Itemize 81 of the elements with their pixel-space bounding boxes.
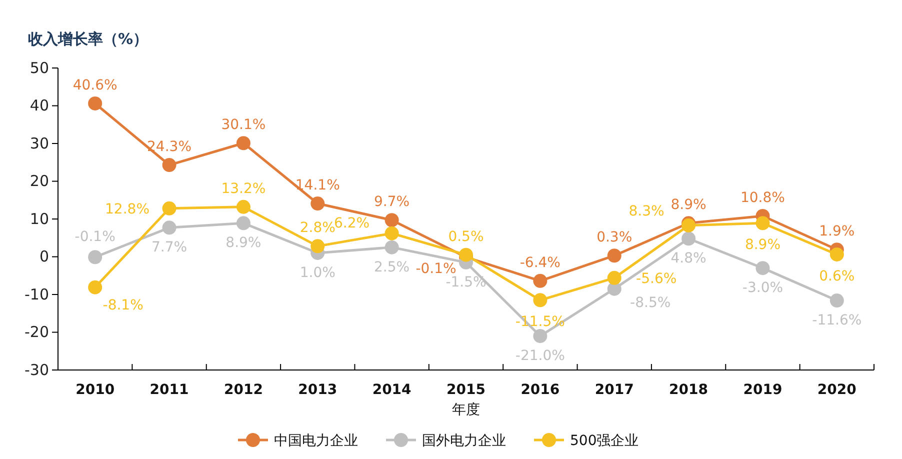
x-tick-label: 2013: [298, 382, 338, 398]
point: [162, 158, 176, 172]
legend-label: 国外电力企业: [422, 433, 506, 449]
data-label: 8.3%: [628, 203, 664, 220]
x-tick-label: 2020: [817, 382, 857, 398]
y-tick-label: 20: [30, 172, 49, 190]
y-tick-label: -30: [24, 360, 49, 379]
data-label: 0.3%: [596, 230, 632, 246]
point: [88, 250, 102, 264]
point: [682, 232, 696, 246]
point: [236, 200, 250, 214]
data-label: 8.9%: [226, 235, 262, 252]
point: [756, 216, 770, 230]
data-label: 0.5%: [448, 228, 484, 245]
y-axis-title: 收入增长率（%）: [28, 30, 148, 48]
x-tick-label: 2011: [150, 382, 189, 398]
point: [162, 201, 176, 216]
legend-label: 500强企业: [570, 433, 639, 449]
data-label: 2.8%: [300, 220, 336, 236]
data-label: 10.8%: [740, 190, 785, 206]
point: [384, 213, 399, 228]
data-label: -8.1%: [102, 297, 144, 314]
y-tick-label: 10: [30, 210, 49, 228]
data-label: -8.5%: [630, 294, 671, 311]
point: [236, 216, 250, 230]
data-label: 1.9%: [819, 224, 855, 240]
y-tick-label: 0: [39, 248, 49, 266]
legend-label: 中国电力企业: [274, 433, 358, 449]
point: [384, 226, 399, 240]
y-tick-label: -20: [24, 323, 49, 342]
point: [607, 248, 622, 263]
data-label: -5.6%: [636, 270, 677, 287]
x-tick-label: 2019: [743, 382, 782, 398]
point: [830, 247, 844, 262]
data-label: 12.8%: [105, 201, 150, 218]
y-tick-label: -10: [24, 285, 49, 304]
data-label: 14.1%: [295, 178, 340, 194]
point: [384, 240, 399, 254]
point: [310, 239, 325, 254]
data-label: 30.1%: [221, 117, 266, 134]
data-label: -6.4%: [520, 254, 560, 271]
data-label: 0.6%: [819, 268, 855, 284]
x-tick-label: 2014: [372, 382, 412, 398]
data-label: 40.6%: [72, 77, 118, 94]
x-tick-label: 2010: [76, 382, 115, 398]
point: [236, 136, 250, 150]
data-label: -11.6%: [812, 312, 862, 329]
data-label: 8.9%: [744, 237, 781, 254]
x-tick-label: 2012: [224, 382, 263, 398]
x-tick-label: 2015: [446, 382, 486, 398]
point: [162, 220, 176, 235]
data-label: 6.2%: [334, 215, 370, 232]
x-tick-label: 2017: [594, 382, 634, 398]
point: [459, 248, 473, 262]
point: [533, 274, 548, 288]
point: [533, 329, 548, 344]
x-tick-label: 2016: [520, 382, 560, 398]
y-tick-label: 40: [30, 96, 49, 115]
point: [310, 196, 325, 211]
point: [533, 293, 548, 308]
point: [88, 280, 102, 294]
data-label: 13.2%: [221, 180, 266, 197]
point: [756, 261, 770, 276]
point: [607, 270, 622, 285]
point: [88, 96, 102, 110]
data-label: -3.0%: [742, 280, 784, 296]
data-label: 24.3%: [147, 139, 192, 156]
data-label: 2.5%: [374, 259, 410, 276]
data-label: 1.0%: [300, 264, 336, 281]
y-tick-label: 50: [30, 58, 49, 77]
data-label: 7.7%: [151, 240, 188, 256]
data-label: 9.7%: [374, 194, 410, 210]
x-axis-title: 年度: [452, 402, 480, 418]
data-label: -0.1%: [74, 229, 116, 246]
data-label: 8.9%: [670, 197, 706, 214]
y-tick-label: 30: [30, 134, 49, 152]
x-tick-label: 2018: [669, 382, 708, 398]
data-label: -11.5%: [515, 314, 565, 330]
data-label: -21.0%: [515, 348, 565, 364]
point: [830, 294, 844, 308]
data-label: 4.8%: [670, 250, 706, 267]
